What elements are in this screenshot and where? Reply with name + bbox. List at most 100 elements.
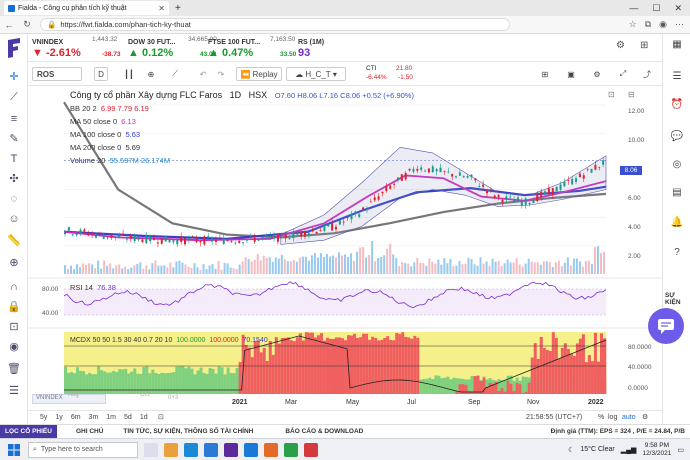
tab-loc-co-phieu[interactable]: LỌC CỔ PHIẾU — [0, 424, 57, 439]
collections-icon[interactable]: ⧉ — [644, 19, 652, 29]
browser-tab[interactable]: Fialda - Công cụ phân tích kỹ thuật ✕ — [4, 1, 169, 15]
range-5d[interactable]: 5d — [124, 414, 132, 421]
taskbar-clock[interactable]: 9:58 PM 12/3/2021 — [642, 441, 672, 457]
grid-icon[interactable]: ▦ — [672, 39, 682, 50]
excel-icon[interactable] — [284, 442, 298, 457]
ticker-rs[interactable]: RS (1M) 93 — [298, 39, 325, 59]
trend-line-icon[interactable]: ⟋ — [10, 91, 18, 103]
compare-icon[interactable]: ⟋ — [172, 69, 178, 78]
undo-icon[interactable]: ↶ — [199, 69, 207, 79]
layout-grid-icon[interactable]: ⊞ — [541, 69, 549, 79]
teams-icon[interactable] — [224, 442, 238, 457]
comparison-symbol-chip[interactable]: VNINDEX — [32, 394, 106, 404]
chat-icon[interactable]: 💬 — [670, 131, 684, 142]
support-chat-button[interactable] — [648, 308, 684, 344]
weather-text[interactable]: 15°C Clear — [580, 446, 615, 453]
range-1m[interactable]: 1m — [106, 414, 117, 421]
screenshot-icon[interactable]: ▣ — [567, 69, 575, 79]
range-1y[interactable]: 1y — [55, 414, 63, 421]
tab-ghi-chu[interactable]: GHI CHÚ — [75, 428, 104, 435]
eye-icon[interactable]: ◉ — [9, 341, 19, 353]
app-icon[interactable] — [304, 442, 318, 457]
price-chart-svg[interactable] — [28, 86, 662, 410]
legend-volume[interactable]: Volume 20 55.597M 26.174M — [70, 156, 171, 165]
range-1d[interactable]: 1d — [139, 414, 148, 421]
task-view-icon[interactable] — [144, 442, 158, 457]
watchlist-icon[interactable]: ☰ — [672, 71, 682, 82]
new-tab-icon[interactable]: + — [175, 2, 181, 14]
candle-style-icon[interactable]: ┃┃ — [124, 69, 134, 79]
minimize-icon[interactable]: — — [629, 2, 639, 13]
share-icon[interactable]: ⤴ — [643, 69, 651, 79]
visibility-toggle-icon[interactable]: ⊡ — [608, 90, 615, 99]
cti-compare-box[interactable]: CTI 21.80 -6.44% -1.50 — [366, 65, 413, 81]
text-tool-icon[interactable]: T — [10, 153, 18, 165]
edge-browser-icon[interactable] — [184, 442, 198, 457]
close-tab-icon[interactable]: ✕ — [158, 3, 165, 13]
symbol-search-input[interactable]: ROS — [32, 67, 82, 81]
powerpoint-icon[interactable] — [264, 442, 278, 457]
more-icon[interactable]: ⋯ — [675, 19, 684, 29]
rsi-legend[interactable]: RSI 14 76.38 — [70, 283, 116, 292]
favorite-icon[interactable]: ☆ — [628, 19, 637, 29]
help-icon[interactable]: ? — [674, 247, 680, 258]
tab-tin-tuc[interactable]: TIN TỨC, SỰ KIỆN, THÔNG SỐ TÀI CHÍNH — [123, 428, 254, 435]
tab-bao-cao[interactable]: BÁO CÁO & DOWNLOAD — [285, 428, 364, 435]
chart-layout-dropdown[interactable]: ☁ H_C_T ▾ — [286, 67, 346, 81]
log-scale-toggle[interactable]: log — [608, 414, 618, 421]
legend-ma100[interactable]: MA 100 close 0 5.63 — [70, 130, 141, 139]
fibonacci-icon[interactable]: ≡ — [10, 113, 18, 125]
emoji-icon[interactable]: ☺ — [8, 213, 20, 225]
profile-icon[interactable]: ◉ — [659, 19, 667, 29]
legend-ma200[interactable]: MA 200 close 0 5.69 — [70, 143, 141, 152]
back-icon[interactable]: ← — [4, 19, 14, 30]
pattern-icon[interactable]: ✣ — [9, 173, 19, 185]
collapse-icon[interactable]: ⊟ — [628, 90, 635, 99]
interval-button[interactable]: D — [94, 67, 108, 81]
magnet-icon[interactable]: ∩ — [10, 281, 18, 293]
fullscreen-icon[interactable]: ⤢ — [619, 69, 627, 78]
settings-icon[interactable]: ⚙ — [593, 69, 601, 79]
layers-icon[interactable]: ☰ — [9, 385, 19, 397]
clock-display[interactable]: 21:58:55 (UTC+7) — [526, 414, 583, 421]
measure-ruler-icon[interactable]: 📏 — [7, 235, 21, 247]
ticker-dow30[interactable]: DOW 30 FUT... 34,665.00 ▲ 0.12% 43.00 — [128, 36, 217, 59]
zoom-in-icon[interactable]: ⊕ — [9, 257, 19, 269]
brush-icon[interactable]: ✎ — [9, 133, 19, 145]
ticker-ftse100[interactable]: FTSE 100 FUT... 7,163.50 ▲ 0.47% 33.50 — [208, 36, 297, 59]
indicators-icon[interactable]: ⊕ — [147, 69, 155, 79]
range-3m[interactable]: 3m — [88, 414, 99, 421]
lock-drawing-icon[interactable]: 🔒 — [7, 301, 21, 313]
word-icon[interactable] — [244, 442, 258, 457]
calendar-icon[interactable]: ▤ — [672, 187, 682, 198]
shapes-icon[interactable]: ◌ — [10, 193, 18, 205]
network-icon[interactable]: ▂▄▆ — [620, 446, 637, 454]
windows-start-icon[interactable] — [8, 444, 20, 456]
file-explorer-icon[interactable] — [164, 442, 178, 457]
maximize-icon[interactable]: ☐ — [652, 2, 661, 13]
refresh-icon[interactable]: ↻ — [23, 19, 31, 29]
range-5y[interactable]: 5y — [40, 414, 48, 421]
legend-ma50[interactable]: MA 50 close 0 6.13 — [70, 117, 136, 126]
replay-button[interactable]: ⏪ Replay — [236, 67, 282, 81]
url-field[interactable]: 🔒 https://fwt.fialda.com/phan-tich-ky-th… — [40, 18, 510, 31]
ticker-grid-icon[interactable]: ⊞ — [640, 40, 649, 51]
close-window-icon[interactable]: ✕ — [674, 2, 682, 13]
idea-icon[interactable]: ◎ — [672, 159, 682, 170]
crosshair-icon[interactable]: ✛ — [9, 71, 19, 83]
alert-clock-icon[interactable]: ⏰ — [670, 99, 684, 110]
notification-icon[interactable]: 🔔 — [670, 217, 684, 228]
ticker-vnindex[interactable]: VNINDEX 1,443.32 ▼ -2.61% -38.73 — [32, 36, 121, 59]
lock-icon[interactable]: ⊡ — [9, 321, 19, 333]
range-6m[interactable]: 6m — [70, 414, 81, 421]
scale-settings-icon[interactable]: ⚙ — [642, 414, 649, 421]
trash-icon[interactable]: 🗑 — [7, 363, 21, 375]
mcdx-legend[interactable]: MCDX 50 50 1.5 30 40 0.7 20 10 100.0000 … — [70, 337, 268, 344]
ticker-settings-icon[interactable]: ⚙ — [616, 40, 625, 51]
redo-icon[interactable]: ↷ — [217, 69, 225, 79]
chart-area[interactable]: Công ty cổ phần Xây dựng FLC Faros 1D HS… — [28, 86, 662, 410]
su-kien-tab[interactable]: SỰ KIỆN — [665, 292, 681, 306]
taskbar-search-input[interactable]: ⌕ Type here to search — [28, 441, 138, 458]
mail-icon[interactable] — [204, 442, 218, 457]
auto-scale-toggle[interactable]: auto — [622, 414, 636, 421]
